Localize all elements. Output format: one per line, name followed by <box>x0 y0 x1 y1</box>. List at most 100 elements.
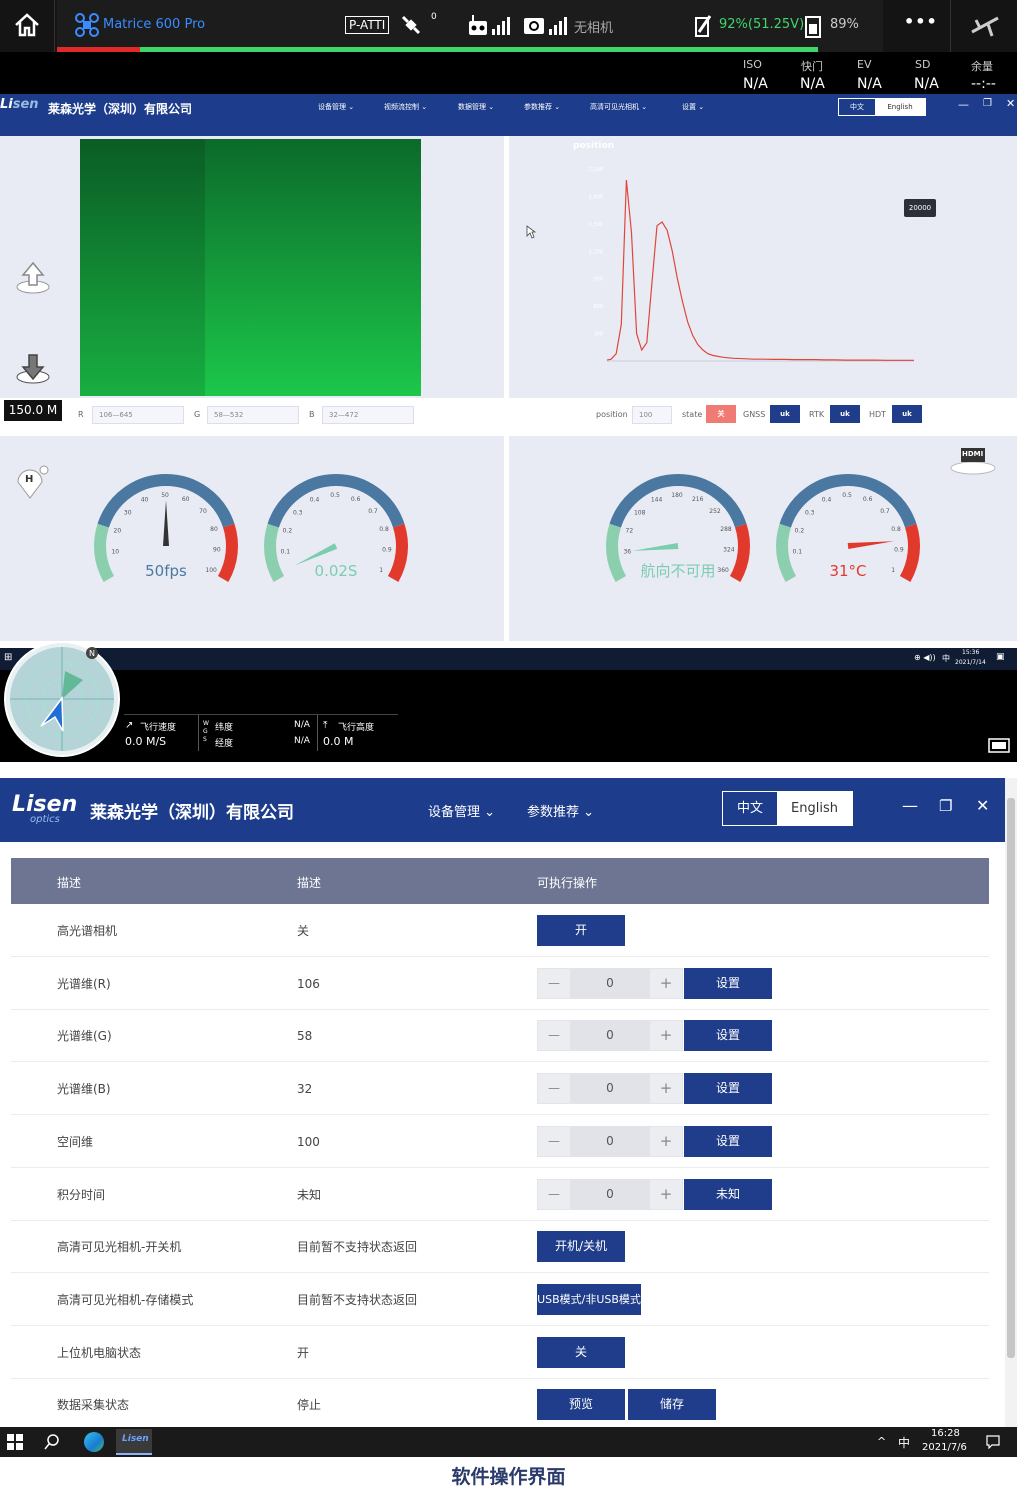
more-button[interactable]: ••• <box>904 12 938 31</box>
decrement-button[interactable]: — <box>548 975 560 990</box>
nav-video-small[interactable]: 视频流控制 ⌄ <box>384 103 428 111</box>
battery-bar-green <box>140 47 818 52</box>
nav-device-small[interactable]: 设备管理 ⌄ <box>318 103 355 111</box>
takeoff-icon[interactable] <box>13 257 53 297</box>
tray-chevron-icon[interactable]: ^ <box>877 1435 887 1448</box>
b-range-select[interactable]: 32—472 <box>322 406 414 424</box>
satellite-icon <box>401 15 421 35</box>
value-stepper[interactable]: — 0 + <box>537 1020 683 1052</box>
decrement-button[interactable]: — <box>548 1133 560 1148</box>
set-button[interactable]: 设置 <box>684 1073 772 1105</box>
decrement-button[interactable]: — <box>548 1186 560 1201</box>
logo-large: Lisen <box>12 792 78 817</box>
home-point-icon[interactable] <box>12 462 52 502</box>
gauge-arc <box>97 474 235 528</box>
state-chip[interactable]: 关 <box>706 405 736 423</box>
action-button[interactable]: 储存 <box>628 1389 716 1421</box>
notification-icon[interactable] <box>986 1435 1000 1449</box>
close-button[interactable]: ✕ <box>976 796 990 815</box>
increment-button[interactable]: + <box>659 973 673 992</box>
value-stepper[interactable]: — 0 + <box>537 1125 683 1157</box>
r-range-select[interactable]: 106—645 <box>92 406 184 424</box>
gauge-arc <box>606 523 627 582</box>
edge-icon[interactable] <box>84 1432 104 1452</box>
logo-sub: optics <box>30 814 60 825</box>
search-icon[interactable] <box>44 1434 60 1450</box>
clock-time[interactable]: 16:28 <box>931 1428 960 1439</box>
minimize-button[interactable]: — <box>902 796 918 815</box>
action-button[interactable]: 预览 <box>537 1389 625 1421</box>
row-desc: 未知 <box>297 1187 322 1202</box>
increment-button[interactable]: + <box>659 1131 673 1150</box>
value-stepper[interactable]: — 0 + <box>537 1073 683 1105</box>
nav-camera-small[interactable]: 高清可见光相机 ⌄ <box>590 103 648 111</box>
row-desc: 目前暂不支持状态返回 <box>297 1240 418 1255</box>
radar-map[interactable]: N <box>3 640 121 758</box>
set-button[interactable]: 未知 <box>684 1178 772 1210</box>
restore-small-button[interactable]: ❐ <box>983 98 992 109</box>
camera-switch-icon[interactable] <box>988 736 1012 754</box>
action-button[interactable]: 关 <box>537 1336 625 1368</box>
action-button[interactable]: 开机/关机 <box>537 1231 625 1263</box>
aircraft-name[interactable]: Matrice 600 Pro <box>103 17 206 32</box>
gauge-tick-label: 0.3 <box>805 509 815 516</box>
hdmi-button[interactable]: HDMI <box>949 446 997 476</box>
lisen-app-icon[interactable]: Lisen <box>116 1429 152 1455</box>
nav-params-large[interactable]: 参数推荐 ⌄ <box>527 805 595 820</box>
battery-aircraft-icon <box>695 15 712 37</box>
gauge-tick-label: 0.7 <box>368 508 378 515</box>
stepper-value[interactable]: 0 <box>570 1021 650 1051</box>
decrement-button[interactable]: — <box>548 1081 560 1096</box>
lang-en-large[interactable]: English <box>777 792 852 825</box>
lang-switch-small: 中文 English <box>838 98 926 116</box>
decrement-button[interactable]: — <box>548 1028 560 1043</box>
notification-icon-small[interactable]: ▣ <box>996 652 1005 662</box>
divider <box>124 714 398 715</box>
stepper-value[interactable]: 0 <box>570 968 650 998</box>
altitude-label: 飞行高度 <box>338 723 375 733</box>
value-stepper[interactable]: — 0 + <box>537 967 683 999</box>
windows-start-icon[interactable] <box>7 1434 23 1450</box>
restore-button[interactable]: ❐ <box>939 797 953 815</box>
value-stepper[interactable]: — 0 + <box>537 1178 683 1210</box>
lang-cn-small[interactable]: 中文 <box>850 103 864 111</box>
action-button[interactable]: 开 <box>537 915 625 946</box>
takeoff-button[interactable] <box>950 0 1017 52</box>
nav-data-small[interactable]: 数据管理 ⌄ <box>458 103 495 111</box>
set-button[interactable]: 设置 <box>684 1020 772 1052</box>
clock-date[interactable]: 2021/7/6 <box>922 1442 967 1453</box>
set-button[interactable]: 设置 <box>684 967 772 999</box>
close-small-button[interactable]: ✕ <box>1006 97 1016 110</box>
g-range-select[interactable]: 58—532 <box>207 406 299 424</box>
ime-small[interactable]: 中 <box>942 654 950 663</box>
lang-cn-large[interactable]: 中文 <box>736 801 763 816</box>
gauge-tick-label: 0.8 <box>379 526 389 533</box>
stepper-value[interactable]: 0 <box>570 1179 650 1209</box>
y-tick-label: 600 <box>593 304 603 310</box>
nav-params-small[interactable]: 参数推荐 ⌄ <box>524 103 561 111</box>
gauge-tick-label: 288 <box>720 526 732 533</box>
scrollbar[interactable] <box>1005 778 1017 1428</box>
ime-indicator[interactable]: 中 <box>898 1436 911 1450</box>
row-name: 光谱维(R) <box>57 976 111 991</box>
rtk-chip: uk <box>830 405 860 423</box>
stepper-value[interactable]: 0 <box>570 1074 650 1104</box>
action-button[interactable]: USB模式/非USB模式 <box>537 1283 641 1315</box>
landing-icon[interactable] <box>13 347 53 387</box>
gauge-tick-label: 0.8 <box>891 526 901 533</box>
minimize-small-button[interactable]: — <box>958 98 969 111</box>
home-button[interactable] <box>0 0 55 52</box>
set-button[interactable]: 设置 <box>684 1125 772 1157</box>
start-icon-small[interactable]: ⊞ <box>4 652 13 663</box>
increment-button[interactable]: + <box>659 1079 673 1098</box>
nav-device-large[interactable]: 设备管理 ⌄ <box>428 805 496 820</box>
stepper-value[interactable]: 0 <box>570 1126 650 1156</box>
position-input[interactable]: 100 <box>632 406 672 424</box>
increment-button[interactable]: + <box>659 1026 673 1045</box>
nav-settings-small[interactable]: 设置 ⌄ <box>682 103 705 111</box>
increment-button[interactable]: + <box>659 1184 673 1203</box>
scrollbar-thumb[interactable] <box>1007 798 1015 1358</box>
lang-en-small[interactable]: English <box>875 99 925 115</box>
lon-label: 经度 <box>215 739 234 749</box>
